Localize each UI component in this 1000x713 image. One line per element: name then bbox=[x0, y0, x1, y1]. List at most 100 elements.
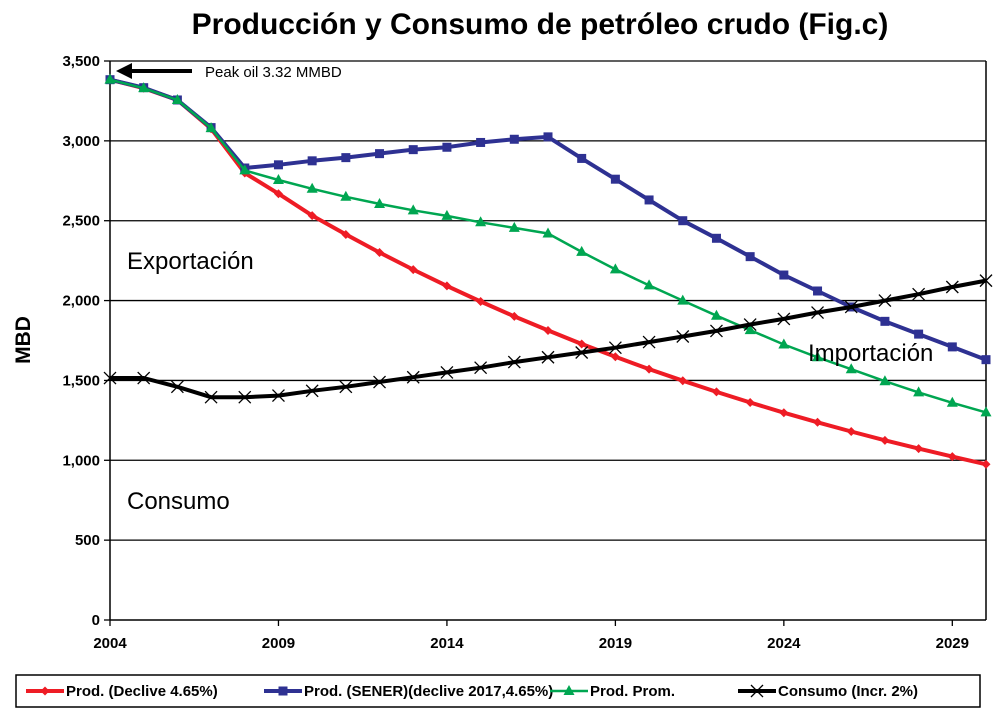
data-point bbox=[577, 339, 587, 349]
data-point bbox=[778, 338, 790, 349]
legend-item-3: Prod. Prom. bbox=[550, 683, 675, 700]
data-point bbox=[272, 389, 285, 403]
data-point bbox=[678, 216, 688, 226]
legend-label: Prod. (Declive 4.65%) bbox=[66, 683, 218, 700]
data-series bbox=[103, 73, 993, 469]
export-region-label: Exportación bbox=[127, 248, 254, 275]
y-tick-label: 0 bbox=[92, 612, 100, 629]
data-point bbox=[678, 376, 688, 386]
y-tick-label: 500 bbox=[75, 532, 100, 549]
data-point bbox=[914, 329, 924, 339]
series-line bbox=[110, 278, 987, 400]
data-point bbox=[408, 265, 418, 275]
data-point bbox=[711, 387, 721, 397]
data-point bbox=[979, 274, 993, 288]
legend-item-2: Prod. (SENER)(declive 2017,4.65%) bbox=[264, 683, 553, 700]
data-point bbox=[811, 306, 824, 320]
x-tick-label: 2019 bbox=[599, 635, 632, 652]
data-point bbox=[980, 406, 992, 417]
data-point bbox=[475, 216, 487, 227]
legend-box bbox=[15, 674, 981, 708]
data-point bbox=[440, 365, 454, 379]
data-point bbox=[644, 195, 654, 205]
data-point bbox=[812, 351, 824, 362]
y-tick-label: 1,500 bbox=[62, 372, 100, 389]
data-point bbox=[644, 364, 654, 374]
y-axis-ticks: 0 500 1,000 1,500 2,000 2,500 3,000 3,500 bbox=[62, 53, 110, 629]
data-point bbox=[476, 297, 486, 307]
legend-item-4: Consumo (Incr. 2%) bbox=[738, 683, 918, 700]
data-point bbox=[577, 153, 587, 163]
data-point bbox=[104, 73, 116, 84]
data-point bbox=[375, 247, 385, 257]
data-point bbox=[643, 279, 655, 290]
peak-arrow-head bbox=[116, 63, 132, 79]
data-point bbox=[947, 342, 957, 352]
data-point bbox=[543, 325, 553, 335]
data-point bbox=[507, 355, 521, 369]
data-point bbox=[171, 93, 183, 104]
legend-label: Prod. (SENER)(declive 2017,4.65%) bbox=[304, 683, 553, 700]
y-tick-label: 3,000 bbox=[62, 133, 100, 150]
x-tick-label: 2014 bbox=[430, 635, 464, 652]
data-point bbox=[543, 132, 553, 142]
data-point bbox=[677, 294, 689, 305]
data-point bbox=[476, 137, 486, 147]
x-tick-label: 2029 bbox=[936, 635, 969, 652]
data-point bbox=[341, 153, 351, 163]
data-point bbox=[744, 324, 756, 335]
consumption-region-label: Consumo bbox=[127, 488, 230, 515]
data-point bbox=[711, 233, 721, 243]
data-point bbox=[137, 371, 151, 385]
data-point bbox=[374, 197, 386, 208]
data-point bbox=[845, 363, 857, 374]
data-point bbox=[273, 160, 283, 170]
data-point bbox=[880, 435, 890, 445]
data-point bbox=[576, 245, 588, 256]
data-point bbox=[508, 221, 520, 232]
data-point bbox=[912, 287, 926, 301]
data-point bbox=[408, 145, 418, 155]
data-point bbox=[341, 229, 351, 239]
data-point bbox=[170, 380, 184, 394]
y-tick-label: 1,000 bbox=[62, 452, 100, 469]
data-point bbox=[947, 452, 957, 462]
chart-title: Producción y Consumo de petróleo crudo (… bbox=[192, 8, 889, 41]
data-point bbox=[205, 122, 217, 133]
y-axis-label: MBD bbox=[12, 316, 35, 364]
series-3 bbox=[104, 73, 992, 417]
data-point bbox=[239, 164, 251, 175]
data-point bbox=[273, 189, 283, 199]
data-point bbox=[103, 371, 117, 385]
data-point bbox=[608, 341, 622, 355]
series-1 bbox=[105, 75, 991, 469]
data-point bbox=[879, 375, 891, 386]
data-point bbox=[913, 386, 925, 397]
legend: Prod. (Declive 4.65%) Prod. (SENER)(decli… bbox=[15, 674, 981, 708]
legend-marker bbox=[563, 685, 575, 695]
data-point bbox=[138, 82, 150, 93]
import-region-label: Importación bbox=[808, 340, 933, 367]
data-point bbox=[813, 286, 823, 296]
data-point bbox=[306, 182, 318, 193]
peak-annotation: Peak oil 3.32 MMBD bbox=[116, 63, 342, 81]
data-point bbox=[474, 361, 488, 375]
data-point bbox=[844, 300, 858, 314]
data-point bbox=[542, 227, 554, 238]
legend-marker bbox=[40, 686, 50, 696]
data-point bbox=[307, 211, 317, 221]
data-point bbox=[541, 350, 555, 364]
y-tick-label: 3,500 bbox=[62, 53, 100, 70]
data-point bbox=[945, 280, 959, 294]
data-point bbox=[339, 380, 353, 394]
data-point bbox=[373, 375, 386, 389]
data-point bbox=[878, 294, 892, 308]
x-axis-ticks: 2004 2009 2014 2019 2024 2029 bbox=[93, 620, 969, 652]
series-line bbox=[109, 77, 987, 362]
data-point bbox=[710, 309, 722, 320]
data-point bbox=[946, 396, 958, 407]
data-point bbox=[610, 352, 620, 362]
data-point bbox=[710, 324, 723, 338]
data-point bbox=[307, 156, 317, 166]
